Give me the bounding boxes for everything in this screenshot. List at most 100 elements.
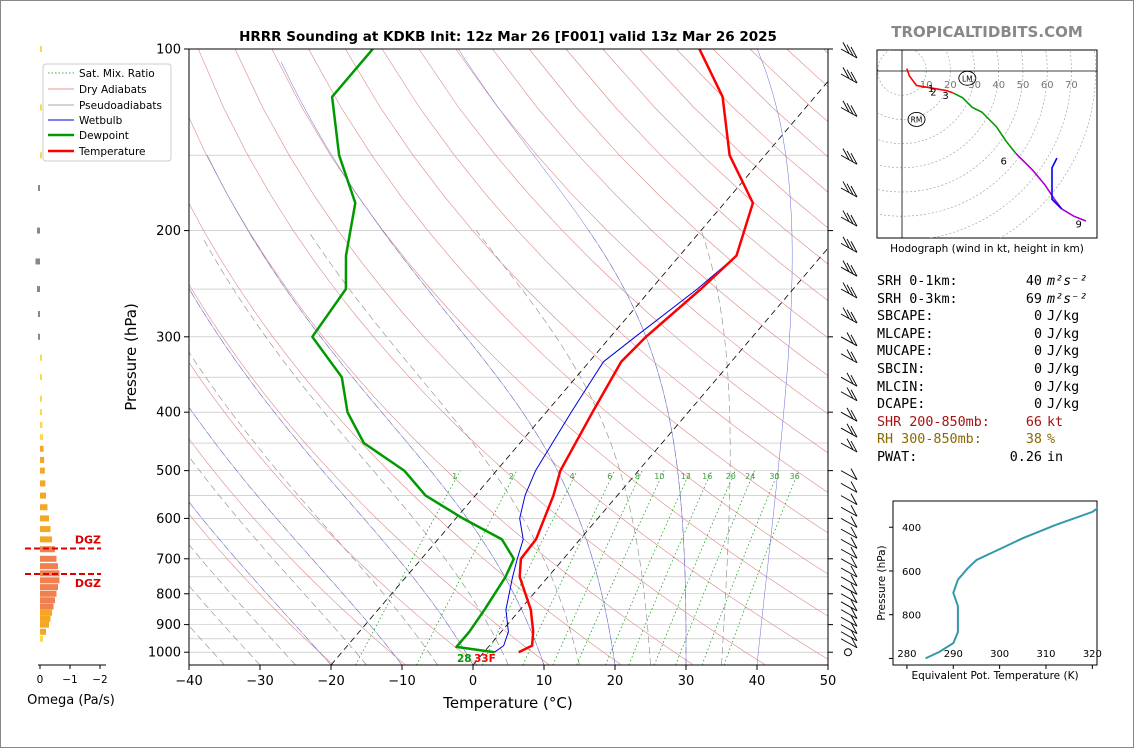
wind-barb [840,526,858,539]
hodograph-segment [906,68,954,94]
series-temperature [518,49,755,654]
param-row: DCAPE: 0 J/kg [877,396,1097,414]
wind-barbs [840,42,858,657]
hodograph-plot: 10 20 30 40 50 60 70 12 3 6 9 LM RM [877,50,1097,238]
site-brand: TROPICALTIDBITS.COM [891,23,1083,41]
param-row: MLCAPE: 0 J/kg [877,326,1097,344]
wind-barb [840,547,858,559]
wind-barb [840,607,858,620]
hodograph-height-label: 2 [930,88,936,99]
wind-barb [840,181,858,198]
param-value: 0 [1033,344,1042,360]
omega-bar [40,603,54,610]
wind-barb [840,599,858,612]
wind-barb [840,372,858,387]
param-row: SBCIN: 0 J/kg [877,361,1097,379]
param-value: 0 [1033,379,1042,395]
omega-bar [40,354,42,361]
skewt-x-axis-label: Temperature (°C) [442,694,572,712]
mixing-ratio-label: 6 [607,472,612,481]
omega-axis-label: Omega (Pa/s) [27,693,115,708]
theta-e-frame [892,500,1098,666]
param-row: SRH 0-1km: 40 m²s⁻² [877,273,1097,291]
param-unit: J/kg [1047,309,1080,325]
x-tick-label: −20 [317,674,344,689]
hodograph-ring-label: 20 [944,80,957,91]
hodograph-height-label: 6 [1000,157,1006,168]
legend-item-mixratio: Sat. Mix. Ratio [79,68,155,80]
param-value: 0 [1033,361,1042,377]
y-tick-label: 300 [156,330,181,345]
legend: Sat. Mix. Ratio Dry Adiabats Pseudoadiab… [42,63,172,162]
legend-item-wetbulb: Wetbulb [79,115,123,127]
omega-bar [40,635,43,642]
y-tick-label: 800 [156,587,181,602]
omega-bar [40,621,49,628]
y-tick-label: 1000 [148,646,181,661]
omega-bar [40,584,58,591]
param-unit: J/kg [1047,361,1080,377]
legend-item-dewpoint: Dewpoint [79,130,129,142]
param-row: SHR 200-850mb: 66 kt [877,414,1097,432]
omega-bar [40,421,43,428]
omega-bar [40,395,42,402]
storm-motion-label: RM [911,115,923,124]
sounding-parameters: SRH 0-1km: 40 m²s⁻² SRH 0-3km: 69 m²s⁻² SBCAPE… [877,273,1097,467]
hodograph-segment [1015,152,1087,222]
series-dewpoint [311,49,516,654]
param-value: 0 [1033,309,1042,325]
omega-bar [40,563,58,570]
skewt-background-lines [189,49,828,665]
omega-bar [40,434,43,441]
x-tick-label: 10 [536,674,553,689]
theta-e-x-tick-label: 290 [944,649,963,660]
wind-barb [840,615,858,627]
param-unit: J/kg [1047,344,1080,360]
wind-barb [840,332,858,347]
omega-bar [38,311,40,318]
param-value: 66 [1025,414,1042,430]
param-unit: in [1047,449,1064,465]
omega-bar [40,456,45,463]
param-label: SRH 0-3km: [877,291,958,307]
param-row: SBCAPE: 0 J/kg [877,308,1097,326]
wind-barb [840,505,858,517]
wind-barb [840,537,858,549]
theta-e-y-axis-label: Pressure (hPa) [876,545,888,620]
theta-e-x-axis-label: Equivalent Pot. Temperature (K) [911,670,1078,682]
mixing-ratio-label: 36 [789,472,799,481]
param-row: MUCAPE: 0 J/kg [877,343,1097,361]
wind-barb [840,407,858,422]
omega-bar [40,577,60,584]
mixing-ratio-label: 24 [745,472,755,481]
storm-motion-marker [907,111,926,127]
wind-barb [840,493,858,505]
theta-e-profile [925,507,1097,660]
omega-bar [40,504,48,511]
legend-item-temperature: Temperature [78,146,146,158]
y-tick-label: 600 [156,512,181,527]
omega-tick-label: −1 [62,674,77,686]
x-tick-label: −40 [175,674,202,689]
param-unit: % [1047,432,1056,448]
hodograph-height-label: 1 [928,84,934,95]
param-value: 69 [1025,291,1042,307]
omega-bar [40,570,60,577]
param-row: SRH 0-3km: 69 m²s⁻² [877,291,1097,309]
theta-e-x-tick-label: 300 [990,649,1009,660]
hodograph-segment [952,92,1017,154]
param-label: MLCAPE: [877,326,934,342]
mixing-ratio-label: 20 [726,472,736,481]
calm-wind-marker [844,648,852,657]
omega-bar [40,526,51,533]
theta-e-plot [925,507,1097,660]
wind-barb [840,349,858,364]
wind-barb [840,423,858,438]
y-tick-label: 200 [156,224,181,239]
wind-barb [840,481,858,493]
omega-bar [40,492,46,499]
hodograph-ring-label: 10 [920,80,933,91]
param-label: SHR 200-850mb: [877,414,990,430]
omega-bar [40,445,44,452]
